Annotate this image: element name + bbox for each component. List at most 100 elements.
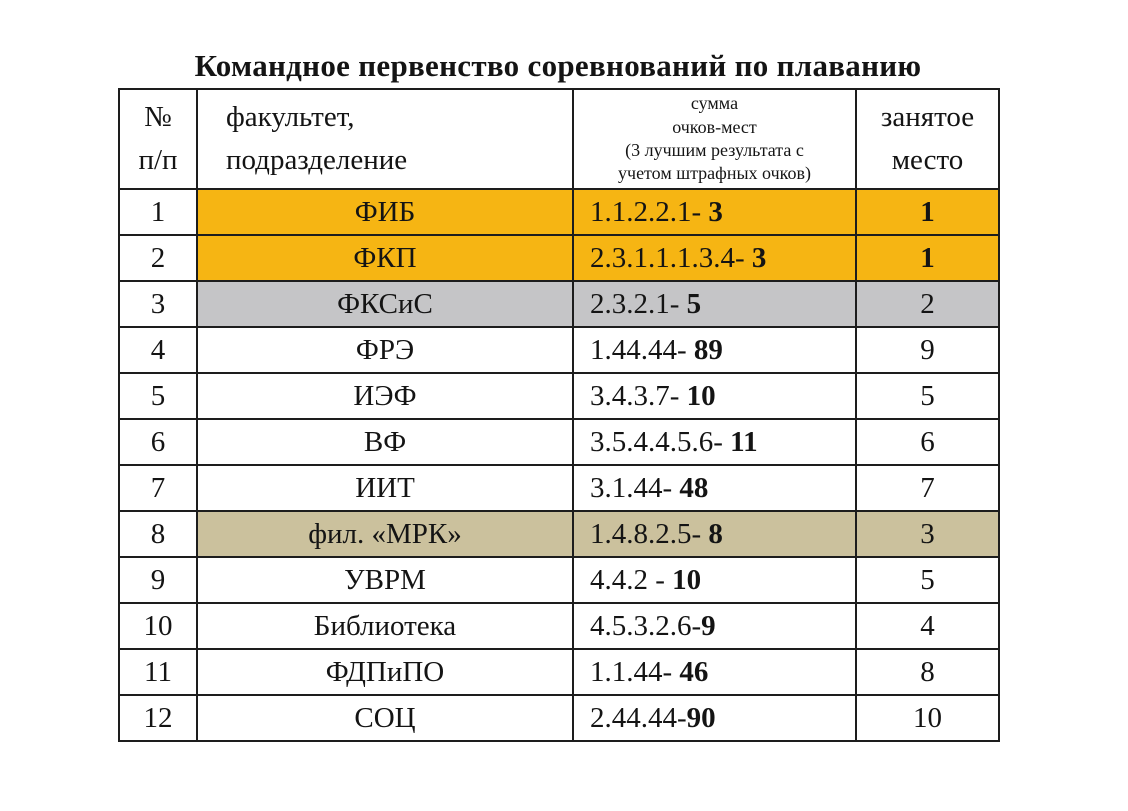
table-row: 7 ИИТ 3.1.44- 48 7: [118, 464, 1000, 512]
place-cell: 3: [855, 510, 1000, 558]
header-number-line1: №: [144, 100, 172, 133]
row-number-cell: 5: [118, 372, 198, 420]
score-prefix: 2.3.1.1.1.3.4-: [590, 241, 752, 274]
table-row: 2 ФКП 2.3.1.1.1.3.4- 3 1: [118, 234, 1000, 282]
place-cell: 6: [855, 418, 1000, 466]
faculty-cell: СОЦ: [196, 694, 574, 742]
row-number-cell: 7: [118, 464, 198, 512]
table-row: 5 ИЭФ 3.4.3.7- 10 5: [118, 372, 1000, 420]
score-prefix: 1.1.44-: [590, 655, 680, 688]
row-number-cell: 12: [118, 694, 198, 742]
faculty-cell: ФИБ: [196, 188, 574, 236]
faculty-cell: ФКП: [196, 234, 574, 282]
score-total: 11: [730, 425, 758, 458]
table-row: 3 ФКСиС 2.3.2.1- 5 2: [118, 280, 1000, 328]
score-prefix: 1.1.2.2.1-: [590, 195, 709, 228]
row-number-cell: 4: [118, 326, 198, 374]
header-score-line1: сумма: [690, 93, 739, 114]
score-prefix: 4.4.2 -: [590, 563, 673, 596]
score-total: 5: [686, 287, 702, 320]
table-row: 8 фил. «МРК» 1.4.8.2.5- 8 3: [118, 510, 1000, 558]
place-cell: 4: [855, 602, 1000, 650]
score-cell: 2.44.44-90: [572, 694, 857, 742]
table-row: 11 ФДПиПО 1.1.44- 46 8: [118, 648, 1000, 696]
table-row: 10 Библиотека 4.5.3.2.6-9 4: [118, 602, 1000, 650]
place-cell: 7: [855, 464, 1000, 512]
score-cell: 3.1.44- 48: [572, 464, 857, 512]
score-prefix: 3.4.3.7-: [590, 379, 687, 412]
table-header-row: № п/п факультет, подразделение сумма очк…: [118, 88, 1000, 190]
row-number-cell: 3: [118, 280, 198, 328]
score-cell: 2.3.1.1.1.3.4- 3: [572, 234, 857, 282]
header-place-line1: занятое: [880, 100, 975, 133]
score-prefix: 1.44.44-: [590, 333, 694, 366]
header-score-line4: учетом штрафных очков): [618, 163, 811, 184]
score-total: 3: [751, 241, 767, 274]
score-prefix: 2.3.2.1-: [590, 287, 687, 320]
page-title: Командное первенство соревнований по пла…: [194, 48, 922, 83]
header-score-line3: (3 лучшим результата с: [625, 140, 804, 160]
table-row: 9 УВРМ 4.4.2 - 10 5: [118, 556, 1000, 604]
score-total: 8: [708, 517, 723, 550]
faculty-cell: ВФ: [196, 418, 574, 466]
header-faculty-line1: факультет,: [226, 100, 355, 133]
header-faculty-line2: подразделение: [226, 144, 408, 176]
row-number-cell: 10: [118, 602, 198, 650]
score-total: 10: [686, 379, 716, 412]
score-cell: 1.1.44- 46: [572, 648, 857, 696]
place-cell: 5: [855, 372, 1000, 420]
score-prefix: 1.4.8.2.5-: [590, 517, 709, 550]
table-row: 4 ФРЭ 1.44.44- 89 9: [118, 326, 1000, 374]
table-body: 1 ФИБ 1.1.2.2.1- 3 1 2 ФКП 2.3.1.1.1.3.4…: [118, 188, 1000, 742]
table-row: 12 СОЦ 2.44.44-90 10: [118, 694, 1000, 742]
row-number-cell: 11: [118, 648, 198, 696]
score-cell: 1.44.44- 89: [572, 326, 857, 374]
score-total: 10: [672, 563, 702, 596]
row-number-cell: 8: [118, 510, 198, 558]
header-number: № п/п: [118, 88, 198, 190]
score-total: 89: [693, 333, 723, 366]
row-number-cell: 2: [118, 234, 198, 282]
score-prefix: 3.1.44-: [590, 471, 680, 504]
score-cell: 2.3.2.1- 5: [572, 280, 857, 328]
score-prefix: 4.5.3.2.6-: [590, 609, 702, 642]
table-row: 1 ФИБ 1.1.2.2.1- 3 1: [118, 188, 1000, 236]
header-faculty: факультет, подразделение: [196, 88, 574, 190]
score-cell: 4.4.2 - 10: [572, 556, 857, 604]
header-place-line2: место: [891, 144, 964, 176]
score-total: 48: [679, 471, 709, 504]
score-prefix: 2.44.44-: [590, 701, 687, 734]
place-cell: 9: [855, 326, 1000, 374]
header-score-line2: очков-мест: [672, 116, 757, 137]
score-cell: 3.4.3.7- 10: [572, 372, 857, 420]
faculty-cell: ФРЭ: [196, 326, 574, 374]
place-cell: 1: [855, 234, 1000, 282]
score-total: 90: [686, 701, 716, 734]
place-cell: 2: [855, 280, 1000, 328]
score-total: 9: [701, 609, 716, 642]
score-total: 3: [708, 195, 723, 228]
place-cell: 10: [855, 694, 1000, 742]
faculty-cell: Библиотека: [196, 602, 574, 650]
table-row: 6 ВФ 3.5.4.4.5.6- 11 6: [118, 418, 1000, 466]
row-number-cell: 6: [118, 418, 198, 466]
score-cell: 1.1.2.2.1- 3: [572, 188, 857, 236]
header-score: сумма очков-мест (3 лучшим результата с …: [572, 88, 857, 190]
faculty-cell: ИЭФ: [196, 372, 574, 420]
score-total: 46: [679, 655, 709, 688]
score-cell: 1.4.8.2.5- 8: [572, 510, 857, 558]
place-cell: 5: [855, 556, 1000, 604]
header-number-line2: п/п: [138, 144, 178, 176]
score-cell: 4.5.3.2.6-9: [572, 602, 857, 650]
score-prefix: 3.5.4.4.5.6-: [590, 425, 731, 458]
faculty-cell: ФДПиПО: [196, 648, 574, 696]
results-table: № п/п факультет, подразделение сумма очк…: [118, 88, 1000, 742]
faculty-cell: фил. «МРК»: [196, 510, 574, 558]
place-cell: 1: [855, 188, 1000, 236]
faculty-cell: ФКСиС: [196, 280, 574, 328]
faculty-cell: ИИТ: [196, 464, 574, 512]
place-cell: 8: [855, 648, 1000, 696]
score-cell: 3.5.4.4.5.6- 11: [572, 418, 857, 466]
header-place: занятое место: [855, 88, 1000, 190]
